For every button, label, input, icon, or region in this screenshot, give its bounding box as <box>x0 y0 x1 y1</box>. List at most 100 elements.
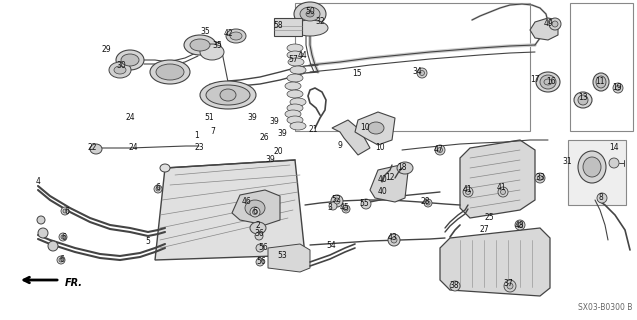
Ellipse shape <box>160 164 170 172</box>
Ellipse shape <box>287 116 303 124</box>
Text: 24: 24 <box>128 143 138 153</box>
Ellipse shape <box>121 54 139 66</box>
Circle shape <box>37 216 45 224</box>
Text: 21: 21 <box>308 125 318 134</box>
Ellipse shape <box>287 90 303 98</box>
Text: 15: 15 <box>352 68 362 77</box>
Ellipse shape <box>536 72 560 92</box>
Ellipse shape <box>540 75 556 89</box>
Text: 53: 53 <box>277 251 287 260</box>
Text: 51: 51 <box>204 114 214 123</box>
Ellipse shape <box>156 64 184 80</box>
Text: 31: 31 <box>562 157 572 166</box>
Circle shape <box>549 18 561 30</box>
Ellipse shape <box>190 39 210 51</box>
Ellipse shape <box>109 62 131 78</box>
Ellipse shape <box>578 95 588 105</box>
Text: 42: 42 <box>223 29 233 38</box>
Text: 50: 50 <box>305 7 315 17</box>
Text: 11: 11 <box>595 77 605 86</box>
Text: 2: 2 <box>255 220 261 229</box>
Circle shape <box>463 187 473 197</box>
Text: 20: 20 <box>273 148 283 156</box>
Text: 38: 38 <box>449 281 459 290</box>
Text: 17: 17 <box>530 75 540 84</box>
Text: 28: 28 <box>420 197 430 206</box>
Circle shape <box>334 198 340 204</box>
Circle shape <box>256 244 264 252</box>
Ellipse shape <box>150 60 190 84</box>
Text: 8: 8 <box>599 194 603 203</box>
Ellipse shape <box>593 73 609 91</box>
Circle shape <box>61 207 69 215</box>
Text: 37: 37 <box>503 279 513 289</box>
Text: 49: 49 <box>543 19 553 28</box>
Ellipse shape <box>287 44 303 52</box>
Circle shape <box>597 193 607 203</box>
Ellipse shape <box>290 66 306 74</box>
Text: 27: 27 <box>479 226 489 235</box>
Circle shape <box>420 70 424 76</box>
Text: 45: 45 <box>340 204 350 212</box>
Circle shape <box>59 233 67 241</box>
Text: 44: 44 <box>298 52 308 60</box>
Text: 10: 10 <box>360 124 370 132</box>
Ellipse shape <box>285 82 301 90</box>
Text: 16: 16 <box>546 77 556 86</box>
Circle shape <box>613 83 623 93</box>
Text: 6: 6 <box>155 183 161 193</box>
Circle shape <box>388 234 400 246</box>
Circle shape <box>342 205 350 213</box>
Circle shape <box>507 283 513 289</box>
Text: 40: 40 <box>378 174 388 183</box>
Polygon shape <box>268 244 310 272</box>
Circle shape <box>63 209 67 213</box>
Polygon shape <box>355 112 395 145</box>
Ellipse shape <box>285 110 301 118</box>
Text: 13: 13 <box>578 93 588 102</box>
Circle shape <box>450 281 460 291</box>
Ellipse shape <box>583 157 601 177</box>
Text: 18: 18 <box>397 163 407 172</box>
Ellipse shape <box>290 122 306 130</box>
Text: 30: 30 <box>116 60 126 69</box>
Circle shape <box>331 195 343 207</box>
Text: 43: 43 <box>388 234 398 243</box>
Text: 7: 7 <box>211 126 215 135</box>
Circle shape <box>615 85 620 91</box>
Circle shape <box>424 199 432 207</box>
Bar <box>295 3 530 131</box>
Text: 54: 54 <box>326 241 336 250</box>
Ellipse shape <box>287 51 303 59</box>
Text: 5: 5 <box>146 236 150 245</box>
Circle shape <box>57 256 65 264</box>
Text: 56: 56 <box>258 244 268 252</box>
Text: 52: 52 <box>331 196 341 204</box>
Ellipse shape <box>287 104 303 112</box>
Circle shape <box>361 199 371 209</box>
Ellipse shape <box>292 20 328 36</box>
Text: 6: 6 <box>62 233 66 242</box>
Circle shape <box>252 210 257 214</box>
Circle shape <box>38 228 48 238</box>
Ellipse shape <box>368 122 384 134</box>
Text: 35: 35 <box>200 28 210 36</box>
Circle shape <box>154 185 162 193</box>
Ellipse shape <box>200 81 256 109</box>
Circle shape <box>498 187 508 197</box>
Text: 57: 57 <box>288 55 298 65</box>
Bar <box>570 3 633 131</box>
Text: 39: 39 <box>277 129 287 138</box>
Polygon shape <box>155 160 305 260</box>
Text: 4: 4 <box>36 177 40 186</box>
Ellipse shape <box>230 32 242 40</box>
Ellipse shape <box>90 144 102 154</box>
Circle shape <box>504 280 516 292</box>
Text: FR.: FR. <box>65 278 83 288</box>
Text: 35: 35 <box>212 41 222 50</box>
Circle shape <box>48 241 58 251</box>
Circle shape <box>255 232 263 240</box>
Circle shape <box>329 202 337 210</box>
Text: 56: 56 <box>256 257 266 266</box>
Ellipse shape <box>206 85 250 105</box>
